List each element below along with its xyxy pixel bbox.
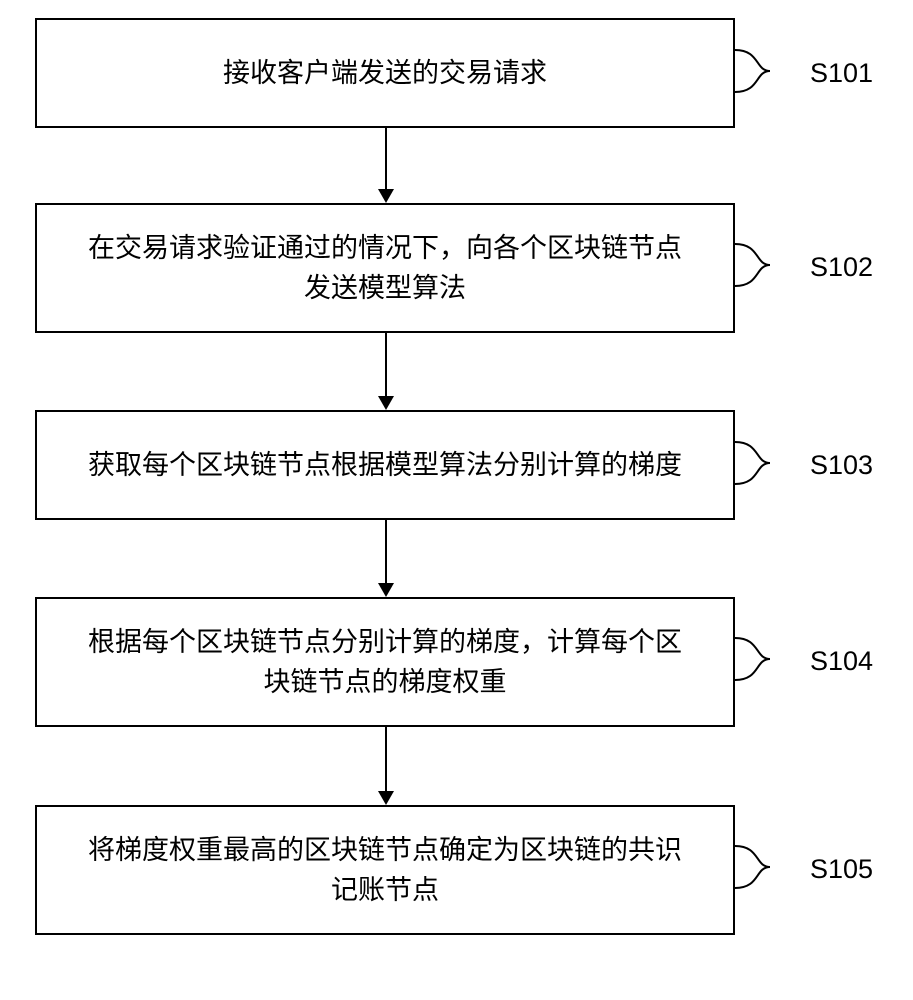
flow-node-text: 获取每个区块链节点根据模型算法分别计算的梯度 [88, 445, 682, 486]
connector-s102 [735, 242, 805, 292]
flow-arrow-head [378, 189, 394, 203]
flow-node-text: 在交易请求验证通过的情况下，向各个区块链节点发送模型算法 [77, 228, 693, 309]
flow-node-text: 根据每个区块链节点分别计算的梯度，计算每个区块链节点的梯度权重 [77, 622, 693, 703]
flow-node-text: 将梯度权重最高的区块链节点确定为区块链的共识记账节点 [77, 830, 693, 911]
flow-arrow-head [378, 396, 394, 410]
flowchart-canvas: 接收客户端发送的交易请求 S101 在交易请求验证通过的情况下，向各个区块链节点… [0, 0, 913, 1000]
connector-s105 [735, 844, 805, 894]
flow-node-label: S102 [810, 252, 873, 283]
flow-node-text: 接收客户端发送的交易请求 [223, 53, 547, 94]
flow-node-s104: 根据每个区块链节点分别计算的梯度，计算每个区块链节点的梯度权重 [35, 597, 735, 727]
flow-node-label: S101 [810, 58, 873, 89]
flow-arrow [385, 727, 387, 791]
flow-arrow [385, 333, 387, 396]
flow-node-s103: 获取每个区块链节点根据模型算法分别计算的梯度 [35, 410, 735, 520]
flow-node-label: S103 [810, 450, 873, 481]
connector-s101 [735, 48, 805, 98]
flow-node-label: S104 [810, 646, 873, 677]
flow-arrow-head [378, 791, 394, 805]
flow-node-s105: 将梯度权重最高的区块链节点确定为区块链的共识记账节点 [35, 805, 735, 935]
flow-node-label: S105 [810, 854, 873, 885]
flow-node-s101: 接收客户端发送的交易请求 [35, 18, 735, 128]
flow-arrow [385, 128, 387, 189]
connector-s103 [735, 440, 805, 490]
flow-node-s102: 在交易请求验证通过的情况下，向各个区块链节点发送模型算法 [35, 203, 735, 333]
flow-arrow [385, 520, 387, 583]
flow-arrow-head [378, 583, 394, 597]
connector-s104 [735, 636, 805, 686]
